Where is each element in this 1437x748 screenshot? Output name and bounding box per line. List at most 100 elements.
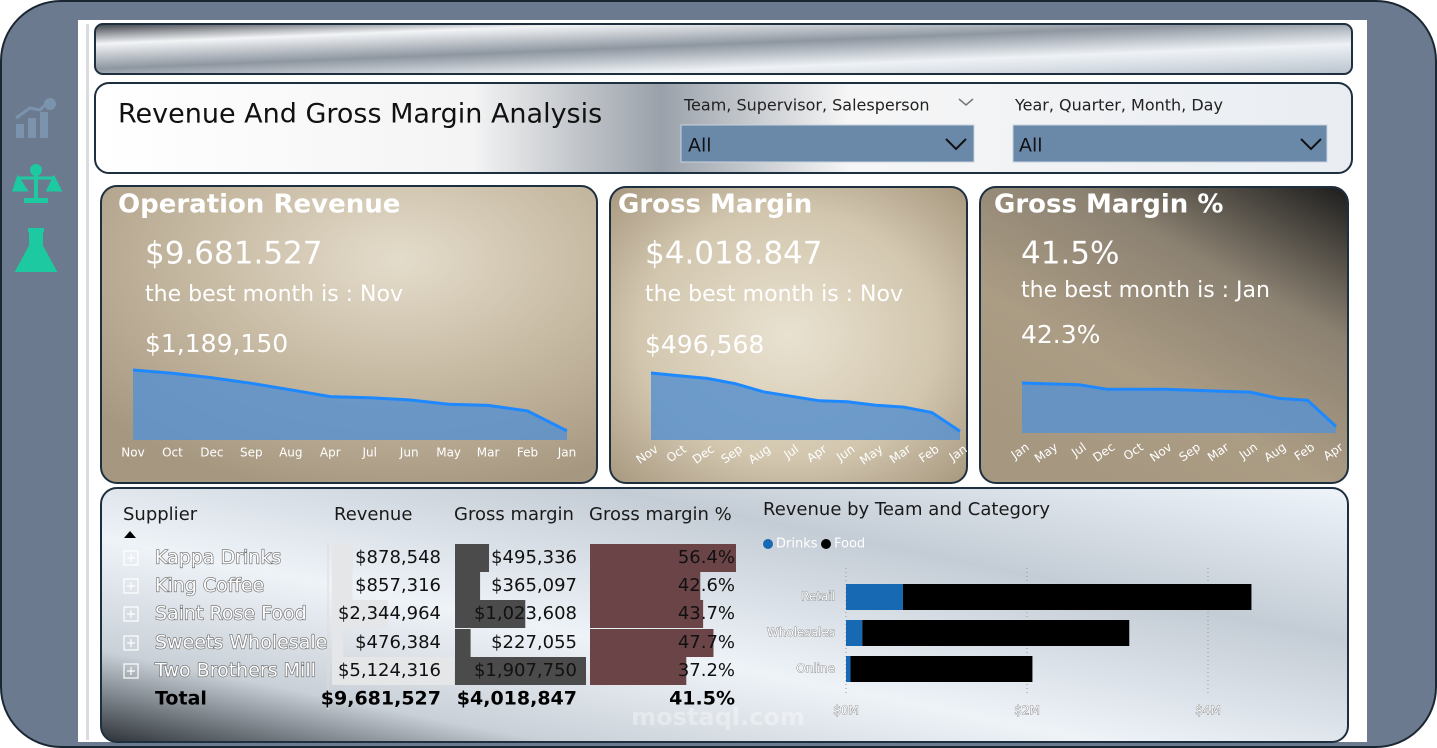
x-tick-label: Sep: [240, 446, 263, 460]
cell: 47.7%: [678, 632, 735, 653]
card-value: 41.5%: [1021, 236, 1119, 272]
x-tick-label: Jun: [399, 446, 419, 460]
filter[interactable]: Team, Supervisor, Salesperson All: [680, 96, 975, 163]
expand-plus: [127, 639, 135, 647]
total-cell: 41.5%: [669, 688, 735, 710]
cell: 43.7%: [678, 603, 735, 624]
total-cell: $9,681,527: [321, 688, 441, 710]
card-title: Gross Margin %: [994, 190, 1223, 220]
cell: $857,316: [355, 575, 441, 596]
column-header: Gross margin %: [589, 504, 732, 525]
supplier: King Coffee: [155, 575, 264, 597]
line: [132, 368, 568, 433]
expand-plus: [127, 667, 135, 675]
data-bar: [590, 600, 704, 628]
balance-icon[interactable]: [11, 164, 63, 203]
best-value: $1,189,150: [145, 329, 288, 358]
chart-icon[interactable]: [15, 98, 56, 138]
dropdown-value: All: [688, 135, 712, 157]
expand-icon[interactable]: [123, 635, 139, 651]
area: [651, 373, 960, 440]
filter[interactable]: Year, Quarter, Month, Day All: [1012, 96, 1328, 163]
supplier: Kappa Drinks: [155, 547, 281, 569]
data-bar: [590, 629, 714, 657]
expand-icon[interactable]: [123, 550, 139, 566]
sort-arrow: [124, 531, 136, 538]
total-label: Total: [155, 688, 207, 710]
area: [133, 370, 567, 440]
filter-label: Year, Quarter, Month, Day: [1014, 96, 1223, 115]
x-tick-label: Apr: [320, 446, 341, 460]
cell: 56.4%: [678, 547, 735, 568]
data-bar: [455, 572, 481, 600]
line: [650, 371, 961, 433]
card-value: $4.018.847: [645, 236, 823, 272]
best-month: the best month is : Nov: [645, 282, 903, 307]
cell: 37.2%: [678, 660, 735, 681]
bar: [846, 656, 851, 682]
expand-icon[interactable]: [123, 606, 139, 622]
column-header: Revenue: [334, 504, 412, 525]
supplier: Sweets Wholesale: [155, 632, 327, 654]
x-tick-label: Jan: [557, 446, 577, 460]
y-tick-label: Retail: [801, 590, 835, 604]
data-bar: [590, 572, 701, 600]
supplier: Saint Rose Food: [155, 603, 307, 625]
content: Operation Revenue $9.681.527 the best mont…: [118, 190, 1346, 732]
cell: $1,907,750: [474, 660, 577, 681]
cell: $1,023,608: [474, 603, 577, 624]
filter-label: Team, Supervisor, Salesperson: [683, 96, 930, 115]
cell: $365,097: [491, 575, 577, 596]
dropdown-value: All: [1019, 135, 1043, 157]
data-bar: [332, 572, 353, 600]
x-tick-label: Jul: [361, 446, 376, 460]
legend-label: Drinks: [776, 537, 818, 552]
expand-plus: [127, 610, 135, 618]
data-bar: [590, 657, 687, 685]
data-bar: [590, 544, 736, 572]
bar: [903, 584, 1252, 610]
expand-plus: [127, 582, 135, 590]
legend-label: Food: [834, 537, 865, 552]
best-month: the best month is : Nov: [145, 282, 403, 307]
x-tick-label: $2M: [1014, 704, 1040, 718]
y-tick-label: Online: [796, 662, 835, 676]
card-title: Gross Margin: [618, 190, 812, 220]
area: [1022, 383, 1336, 433]
dropdown[interactable]: [680, 124, 975, 163]
supplier: Two Brothers Mill: [154, 660, 316, 682]
expand-icon[interactable]: [123, 578, 139, 594]
x-tick-label: Aug: [279, 446, 302, 460]
chevron: [1300, 138, 1322, 151]
data-bar: [455, 629, 471, 657]
cell: 42.6%: [678, 575, 735, 596]
bar: [862, 620, 1130, 646]
chevron: [945, 138, 967, 151]
chart-title: Revenue by Team and Category: [763, 499, 1050, 520]
card-value: $9.681.527: [145, 236, 323, 272]
flask-icon[interactable]: [14, 228, 58, 272]
title: Revenue And Gross Margin Analysis: [118, 99, 602, 130]
line: [1021, 381, 1338, 428]
bar: [846, 584, 904, 610]
expand-plus: [127, 554, 135, 562]
column-header: Gross margin: [454, 504, 574, 525]
cell: $878,548: [355, 547, 441, 568]
bar: [846, 620, 863, 646]
card-title: Operation Revenue: [118, 190, 400, 220]
dropdown[interactable]: [1012, 124, 1328, 163]
cell: $495,336: [491, 547, 577, 568]
data-bar: [332, 600, 388, 628]
cell: $476,384: [355, 632, 441, 653]
x-tick-label: Nov: [121, 446, 144, 460]
x-tick-label: Feb: [517, 446, 538, 460]
x-tick-label: Dec: [200, 446, 223, 460]
chevron: [958, 98, 974, 106]
watermark: mostaql.com: [631, 703, 805, 731]
y-tick-label: Wholesales: [767, 626, 835, 640]
x-tick-label: Oct: [162, 446, 183, 460]
expand-icon[interactable]: [123, 663, 139, 679]
cell: $2,344,964: [338, 603, 441, 624]
